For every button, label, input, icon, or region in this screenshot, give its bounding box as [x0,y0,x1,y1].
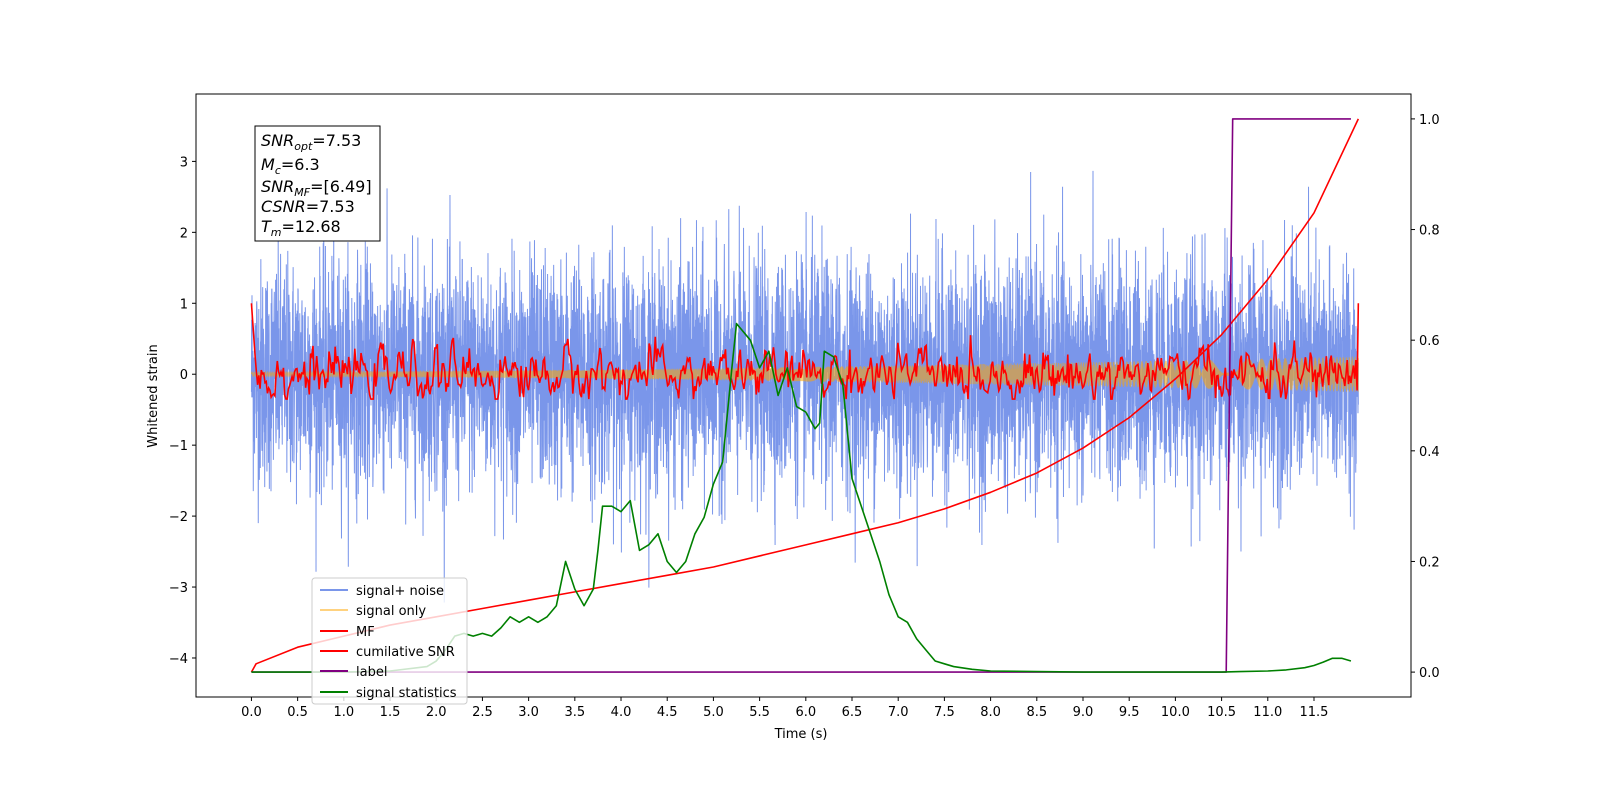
y2-tick-label: 1.0 [1419,113,1440,128]
annotation-snr-opt: SNRopt=7.53 [261,131,361,153]
annotation-mc: Mc=6.3 [261,155,320,177]
y-tick-label: −1 [169,439,188,454]
legend-label: label [356,665,387,680]
x-tick-label: 0.5 [287,705,308,720]
y-tick-label: 3 [180,155,188,170]
annotation-snr-opt-value: =7.53 [312,131,361,150]
y-tick-label: −2 [169,510,188,525]
y2-axis-ticks: 0.0 0.2 0.4 0.6 0.8 1.0 [1411,113,1440,681]
x-tick-label: 2.0 [426,705,447,720]
x-axis-ticks: 0.0 0.5 1.0 1.5 2.0 2.5 3.0 3.5 4.0 4.5 5.0 5.5 6.0 6… [241,697,1328,720]
x-tick-label: 7.0 [888,705,909,720]
legend-item-signal-only: signal only [320,604,426,619]
legend-label: cumilative SNR [356,645,455,660]
legend-label: signal only [356,604,426,619]
legend-label: signal statistics [356,686,457,701]
annotation-csnr-value: =7.53 [306,197,355,216]
y-axis-ticks: −4 −3 −2 −1 0 1 2 3 [169,155,196,667]
series-label [251,118,1351,673]
annotation-tm: Tm=12.68 [261,217,341,239]
annotation-mc-value: =6.3 [281,155,320,174]
x-tick-label: 0.0 [241,705,262,720]
y2-tick-label: 0.6 [1419,334,1440,349]
x-tick-label: 5.0 [703,705,724,720]
x-tick-label: 9.0 [1073,705,1094,720]
y-tick-label: −3 [169,581,188,596]
annotation-box: SNRopt=7.53 Mc=6.3 SNRMF=[6.49] CSNR=7.5… [254,125,381,242]
legend-item-signal-statistics: signal statistics [320,686,457,701]
x-tick-label: 10.0 [1161,705,1190,720]
annotation-snr-mf: SNRMF=[6.49] [261,177,372,199]
x-tick-label: 10.5 [1207,705,1236,720]
x-tick-label: 8.5 [1026,705,1047,720]
x-tick-label: 7.5 [934,705,955,720]
legend-item-signal-noise: signal+ noise [320,584,444,599]
y-axis-label: Whitened strain [146,344,161,447]
x-tick-label: 4.0 [611,705,632,720]
x-tick-label: 11.5 [1300,705,1329,720]
legend-label: MF [356,625,375,640]
legend-frame [311,577,468,705]
x-tick-label: 8.0 [980,705,1001,720]
x-tick-label: 2.5 [472,705,493,720]
x-tick-label: 3.0 [518,705,539,720]
annotation-csnr: CSNR=7.53 [261,197,355,216]
legend-label: signal+ noise [356,584,444,599]
y-tick-label: 0 [180,368,188,383]
legend-item-mf: MF [320,625,375,640]
x-tick-label: 1.0 [333,705,354,720]
x-tick-label: 1.5 [380,705,401,720]
legend-item-cumulative-snr: cumilative SNR [320,645,455,660]
plot-frame [195,93,1412,698]
y-tick-label: −4 [169,652,188,667]
series-signal-statistics [251,322,1352,673]
annotation-snr-mf-value: =[6.49] [310,177,372,196]
x-tick-label: 6.5 [842,705,863,720]
x-tick-label: 5.5 [749,705,770,720]
y2-tick-label: 0.4 [1419,445,1440,460]
x-tick-label: 9.5 [1119,705,1140,720]
y2-tick-label: 0.8 [1419,224,1440,239]
y2-tick-label: 0.2 [1419,555,1440,570]
x-tick-label: 11.0 [1253,705,1282,720]
annotation-tm-value: =12.68 [282,217,341,236]
y-tick-label: 1 [180,297,188,312]
y2-tick-label: 0.0 [1419,666,1440,681]
legend-item-label: label [320,665,387,680]
x-tick-label: 4.5 [657,705,678,720]
series-signal-only [250,356,1359,392]
x-tick-label: 3.5 [564,705,585,720]
y-tick-label: 2 [180,226,188,241]
legend: signal+ noise signal only MF cumilative … [311,577,468,705]
x-tick-label: 6.0 [795,705,816,720]
series-mf [250,303,1360,401]
x-axis-label: Time (s) [774,727,828,742]
